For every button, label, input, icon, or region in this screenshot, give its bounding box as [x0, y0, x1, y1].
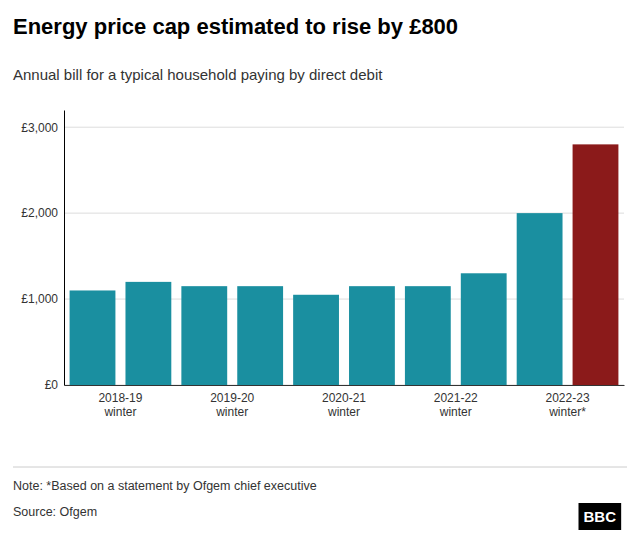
y-tick-label: £0	[45, 378, 59, 392]
x-tick-label-line: winter	[327, 405, 360, 419]
bar	[461, 273, 507, 385]
bar	[70, 290, 116, 385]
bar	[125, 282, 171, 385]
source: Source: Ofgem	[13, 505, 97, 519]
logo-text: BBC	[584, 508, 617, 525]
y-tick-label: £2,000	[21, 206, 58, 220]
grid-line	[64, 127, 624, 128]
grid	[64, 127, 624, 385]
x-tick-label-line: 2018-19	[98, 391, 142, 405]
bars	[70, 144, 619, 385]
y-tick: £2,000	[21, 206, 64, 220]
x-tick-label-line: 2022-23	[546, 391, 590, 405]
x-tick-label: 2020-21winter	[322, 391, 366, 419]
x-tick: 2021-22winter	[434, 391, 478, 419]
x-tick-label: 2022-23winter*	[546, 391, 590, 419]
x-tick: 2022-23winter*	[546, 391, 590, 419]
logo: BBC	[579, 503, 622, 530]
y-tick: £0	[45, 378, 64, 392]
x-tick-label: 2021-22winter	[434, 391, 478, 419]
bar	[349, 286, 395, 385]
y-tick: £3,000	[21, 121, 64, 135]
y-axis-line	[64, 111, 65, 386]
y-tick-label: £1,000	[21, 292, 58, 306]
bar	[181, 286, 227, 385]
bar	[573, 144, 619, 385]
x-tick-label-line: winter	[103, 405, 136, 419]
separator	[13, 467, 627, 468]
x-tick: 2019-20winter	[210, 391, 254, 419]
bar	[517, 213, 563, 385]
x-tick: 2020-21winter	[322, 391, 366, 419]
x-tick-label-line: 2021-22	[434, 391, 478, 405]
x-tick-label: 2019-20winter	[210, 391, 254, 419]
title: Energy price cap estimated to rise by £8…	[13, 14, 458, 39]
bar	[405, 286, 451, 385]
x-tick-label-line: winter	[215, 405, 248, 419]
x-axis: 2018-19winter2019-20winter2020-21winter2…	[65, 386, 625, 419]
y-tick-label: £3,000	[21, 121, 58, 135]
bar	[293, 295, 339, 385]
x-tick-label-line: 2019-20	[210, 391, 254, 405]
y-axis: £0 £1,000 £2,000 £3,000	[21, 111, 64, 393]
note: Note: *Based on a statement by Ofgem chi…	[13, 479, 317, 493]
x-axis-line	[65, 385, 625, 386]
logo-box	[579, 503, 622, 530]
x-tick-label-line: winter*	[548, 405, 586, 419]
chart: Energy price cap estimated to rise by £8…	[0, 0, 640, 540]
x-tick-label-line: 2020-21	[322, 391, 366, 405]
bar	[237, 286, 283, 385]
subtitle: Annual bill for a typical household payi…	[13, 66, 383, 83]
x-tick-label: 2018-19winter	[98, 391, 142, 419]
x-tick-label-line: winter	[439, 405, 472, 419]
x-tick: 2018-19winter	[98, 391, 142, 419]
y-tick: £1,000	[21, 292, 64, 306]
